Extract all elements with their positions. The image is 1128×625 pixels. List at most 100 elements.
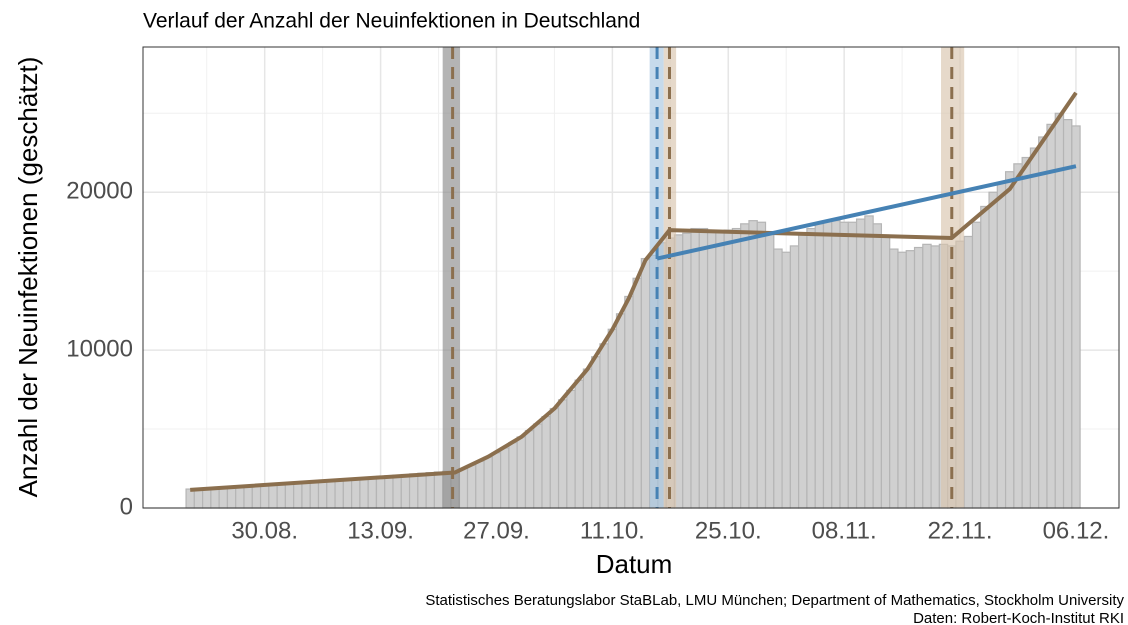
bar xyxy=(764,232,775,509)
bar xyxy=(1004,171,1015,509)
bar xyxy=(1038,136,1048,509)
bar xyxy=(880,235,891,509)
bar xyxy=(1013,163,1023,509)
bar xyxy=(566,389,576,509)
bar xyxy=(706,229,717,509)
y-tick-label: 0 xyxy=(120,493,133,520)
x-tick-label: 30.08. xyxy=(231,517,298,544)
caption: Statistisches Beratungslabor StaBLab, LM… xyxy=(425,592,1124,609)
fit-line xyxy=(190,91,1078,492)
bar xyxy=(740,223,750,509)
bar xyxy=(615,313,626,509)
y-axis-title: Anzahl der Neuinfektionen (geschätzt) xyxy=(13,57,43,498)
x-axis-title: Datum xyxy=(596,549,673,579)
bar xyxy=(235,485,245,509)
bar xyxy=(913,246,924,509)
bar xyxy=(822,220,833,509)
bar xyxy=(574,379,585,509)
x-tick-label: 22.11. xyxy=(928,517,993,544)
bar xyxy=(491,452,502,509)
bar xyxy=(591,356,601,509)
bar xyxy=(789,245,800,509)
chart-title: Verlauf der Anzahl der Neuinfektionen in… xyxy=(143,10,640,33)
bar xyxy=(1046,123,1056,509)
bar xyxy=(731,227,742,509)
bar xyxy=(268,483,278,509)
bar xyxy=(367,476,378,509)
bar xyxy=(500,447,510,509)
bar xyxy=(897,251,907,509)
bar xyxy=(640,257,651,509)
bar xyxy=(756,221,767,509)
bar xyxy=(417,472,427,509)
plot-border xyxy=(142,46,1120,509)
bar xyxy=(682,232,692,509)
bar xyxy=(872,223,883,509)
bar xyxy=(243,485,253,509)
bar xyxy=(1029,147,1040,509)
bar xyxy=(202,487,212,509)
bar xyxy=(400,473,411,509)
x-tick-label: 06.12. xyxy=(1043,517,1110,544)
bar xyxy=(806,227,816,509)
bar xyxy=(334,478,344,509)
bar xyxy=(218,486,229,509)
bar xyxy=(889,248,899,509)
bar xyxy=(557,399,568,509)
bar xyxy=(516,436,527,509)
bar xyxy=(251,484,262,509)
bar xyxy=(855,218,866,509)
bar xyxy=(475,460,485,509)
bar xyxy=(781,251,791,509)
bar xyxy=(210,487,220,509)
x-tick-label: 13.09. xyxy=(347,517,414,544)
bar xyxy=(226,486,237,509)
bar xyxy=(798,232,808,509)
bar xyxy=(930,245,940,509)
bar xyxy=(259,484,270,509)
bar xyxy=(483,456,493,509)
bar xyxy=(582,368,593,509)
bar xyxy=(905,250,916,509)
bar xyxy=(831,220,841,509)
bar xyxy=(392,474,402,509)
bar xyxy=(375,475,386,509)
bar xyxy=(276,483,286,509)
bar xyxy=(980,205,990,509)
bar xyxy=(425,472,435,509)
bar xyxy=(458,467,469,509)
bar xyxy=(326,479,336,509)
bar xyxy=(524,430,535,509)
bar xyxy=(408,473,419,509)
fit-line xyxy=(656,164,1077,261)
bar xyxy=(293,482,303,509)
bar xyxy=(599,343,609,509)
bar xyxy=(624,295,634,509)
y-tick-label: 20000 xyxy=(66,178,133,205)
bar xyxy=(359,477,369,509)
bar xyxy=(814,223,825,509)
bar xyxy=(773,248,783,509)
bar xyxy=(632,277,642,509)
bar xyxy=(922,243,932,509)
bar xyxy=(988,191,998,509)
y-tick-label: 10000 xyxy=(66,335,133,362)
x-tick-label: 11.10. xyxy=(580,517,645,544)
bar xyxy=(351,477,361,509)
x-tick-label: 27.09. xyxy=(463,517,530,544)
bar xyxy=(996,182,1007,509)
bar xyxy=(1021,156,1032,509)
x-tick-label: 25.10. xyxy=(695,517,762,544)
bar xyxy=(971,221,982,509)
x-tick-label: 08.11. xyxy=(812,517,877,544)
bar xyxy=(864,215,874,509)
bar xyxy=(342,478,353,509)
bar xyxy=(541,415,551,509)
bar xyxy=(533,423,543,509)
bar xyxy=(839,221,849,509)
bar xyxy=(607,328,618,509)
bar xyxy=(698,227,709,509)
bar xyxy=(384,475,394,509)
caption: Daten: Robert-Koch-Institut RKI xyxy=(913,610,1124,625)
